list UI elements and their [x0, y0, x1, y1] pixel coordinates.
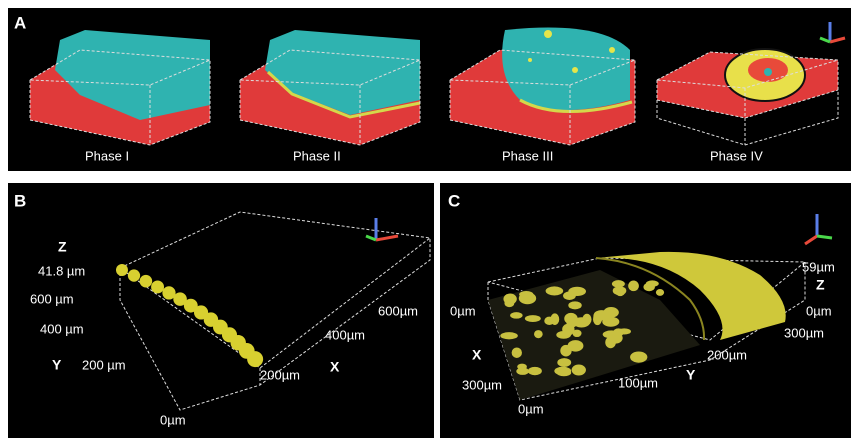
panel-label: B — [14, 191, 26, 210]
droplet — [656, 289, 664, 296]
panel-label: A — [14, 13, 26, 32]
droplet — [557, 369, 572, 376]
droplet — [602, 317, 619, 327]
axis-tick: 100µm — [618, 375, 658, 390]
caption: Phase III — [502, 148, 553, 163]
axis-tick: 200µm — [707, 347, 747, 362]
panel-label: C — [448, 191, 460, 210]
droplet — [568, 340, 584, 351]
droplet — [557, 358, 571, 367]
droplet — [512, 348, 522, 358]
droplet — [517, 364, 527, 370]
droplet — [568, 287, 586, 296]
axis-tick: 300µm — [462, 377, 502, 392]
droplet — [546, 286, 564, 295]
droplet — [593, 313, 602, 325]
droplet — [128, 269, 140, 281]
droplet — [573, 317, 590, 327]
droplet — [603, 307, 619, 318]
droplet — [613, 328, 624, 336]
droplet — [572, 365, 586, 376]
axis-tick: 0µm — [160, 412, 186, 427]
droplet — [500, 332, 518, 339]
axis-tick: 400 µm — [40, 321, 84, 336]
droplet — [630, 352, 647, 363]
caption: Phase II — [293, 148, 341, 163]
caption: Phase IV — [710, 148, 763, 163]
axis-label: Z — [58, 239, 67, 255]
droplet — [519, 291, 533, 298]
axis-label: X — [330, 359, 340, 375]
droplet — [615, 287, 625, 296]
axis-tick: 0µm — [450, 303, 476, 318]
axis-label: X — [472, 347, 482, 363]
droplet — [504, 299, 514, 307]
caption: Phase I — [85, 148, 129, 163]
axis-tick: 200µm — [260, 367, 300, 382]
axis-tick: 400µm — [325, 327, 365, 342]
droplet — [525, 315, 541, 322]
droplet — [528, 367, 542, 375]
axis-tick: 300µm — [784, 325, 824, 340]
axis-label: Y — [686, 367, 696, 383]
droplet — [151, 280, 164, 293]
droplet — [247, 351, 263, 367]
axis-label: Y — [52, 357, 62, 373]
axis-tick: 600µm — [378, 303, 418, 318]
droplet — [643, 283, 654, 292]
droplet — [116, 264, 128, 276]
axis-tick: 0µm — [806, 303, 832, 318]
droplet — [568, 301, 581, 309]
droplet — [140, 275, 153, 288]
droplet — [544, 317, 554, 325]
axis-tick: 0µm — [518, 401, 544, 416]
figure: A Phase I Phase II Phase III Phase IV B … — [0, 0, 859, 444]
axis-label: Z — [816, 277, 825, 293]
droplet — [510, 312, 523, 319]
axis-tick: 41.8 µm — [38, 263, 85, 278]
axis-tick: 600 µm — [30, 291, 74, 306]
droplet — [534, 330, 543, 338]
droplet — [628, 281, 639, 292]
axis-tick: 200 µm — [82, 357, 126, 372]
axis-tick: 59µm — [802, 259, 835, 274]
